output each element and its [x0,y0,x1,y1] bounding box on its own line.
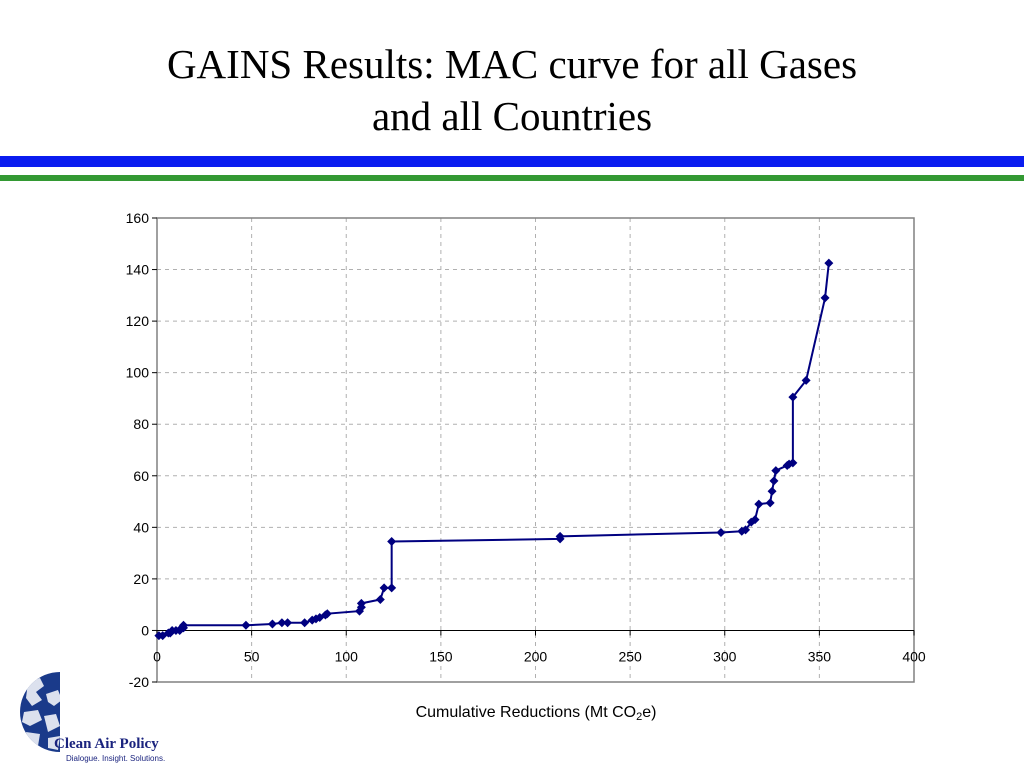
data-point-marker [788,458,798,468]
x-tick-label: 100 [335,648,359,664]
data-point-marker [300,618,310,628]
y-tick-label: 20 [133,571,149,587]
x-tick-label: 350 [808,648,832,664]
data-point-marker [322,609,332,619]
slide-title-line-2: and all Countries [371,93,653,139]
data-point-marker [277,618,287,628]
data-point-marker [379,583,389,593]
data-point-marker [375,595,385,605]
x-tick-label: 150 [429,648,453,664]
y-tick-label: 40 [133,519,149,535]
data-point-marker [387,583,397,593]
data-point-marker [356,598,366,608]
y-tick-label: -20 [129,674,149,690]
x-axis-ticks: 0 50 100 150 200 250 300 350 400 [153,630,926,664]
x-tick-label: 50 [244,648,260,664]
x-tick-label: 0 [153,648,161,664]
chart-gridlines [157,218,914,682]
data-point-marker [765,498,775,508]
y-tick-label: 140 [126,262,150,278]
data-point-marker [716,527,726,537]
x-axis-label: Cumulative Reductions (Mt CO2e) [416,704,657,723]
data-point-marker [750,515,760,525]
x-tick-label: 400 [902,648,926,664]
data-point-marker [555,531,565,541]
data-point-marker [741,525,751,535]
data-point-marker [387,537,397,547]
y-tick-label: 80 [133,416,149,432]
data-point-marker [820,293,830,303]
x-tick-label: 200 [524,648,548,664]
x-axis-label-main: Cumulative Reductions (Mt CO [416,704,637,721]
x-axis-label-subscript: 2 [636,711,642,723]
y-tick-label: 160 [126,210,150,226]
data-point-marker [767,486,777,496]
slide-title: GAINS Results: MAC curve for all Gases a… [0,38,1024,142]
clean-air-policy-logo [18,672,198,768]
plot-area-frame [156,217,915,683]
data-point-marker [754,499,764,509]
x-tick-label: 300 [713,648,737,664]
title-divider-green [0,175,1024,181]
data-point-marker [824,258,834,268]
logo-name: Clean Air Policy [54,736,159,752]
y-tick-label: 100 [126,365,150,381]
logo-tagline: Dialogue. Insight. Solutions. [66,754,166,763]
data-point-marker [283,618,293,628]
series-line [158,263,830,637]
y-tick-label: 60 [133,468,149,484]
data-point-marker [788,392,798,402]
data-point-marker [769,476,779,486]
data-point-marker [801,375,811,385]
data-point-marker [241,620,251,630]
x-axis-label-suffix: e) [642,704,656,721]
slide-title-line-1: GAINS Results: MAC curve for all Gases [166,41,858,87]
y-tick-label: 0 [141,622,149,638]
data-point-marker [771,466,781,476]
y-tick-label: 120 [126,313,150,329]
y-axis-ticks: -20 0 20 40 60 80 100 120 140 160 [126,210,157,690]
x-tick-label: 250 [618,648,642,664]
data-point-marker [267,619,277,629]
data-point-marker [178,620,188,630]
title-divider-blue [0,156,1024,167]
series-mac-curve [154,258,834,641]
